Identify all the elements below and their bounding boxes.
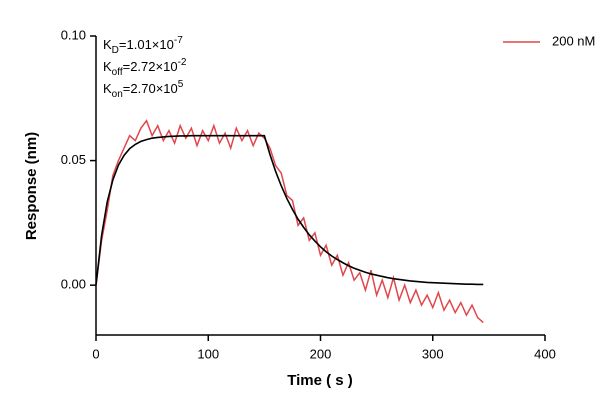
annotation: Koff=2.72×10-2 — [103, 57, 187, 78]
annotation-subscript: D — [112, 45, 119, 56]
x-tick-label: 400 — [534, 346, 556, 361]
series-line — [95, 119, 484, 324]
annotation-symbol: K — [103, 59, 112, 74]
y-axis-label: Response (nm) — [23, 132, 40, 240]
y-tick-label: 0.10 — [61, 27, 86, 42]
series-line — [95, 134, 484, 286]
y-tick-label: 0.05 — [61, 152, 86, 167]
annotation-value: =2.72×10 — [123, 59, 178, 74]
x-axis-label: Time ( s ) — [287, 372, 353, 389]
y-tick-label: 0.00 — [61, 277, 86, 292]
annotation-symbol: K — [103, 81, 112, 96]
x-tick-label: 200 — [310, 346, 332, 361]
legend-label: 200 nM — [552, 33, 595, 48]
annotation-subscript: off — [112, 67, 123, 78]
annotation-superscript: -7 — [174, 35, 183, 46]
annotation-subscript: on — [112, 89, 123, 100]
annotation: KD=1.01×10-7 — [103, 35, 183, 56]
annotation-symbol: K — [103, 37, 112, 52]
x-tick-label: 100 — [197, 346, 219, 361]
annotation-superscript: 5 — [178, 79, 184, 90]
x-tick-label: 0 — [92, 346, 99, 361]
annotation-superscript: -2 — [178, 57, 187, 68]
annotation-value: =2.70×10 — [123, 81, 178, 96]
x-tick-label: 300 — [422, 346, 444, 361]
annotation-value: =1.01×10 — [119, 37, 174, 52]
annotation: Kon=2.70×105 — [103, 79, 184, 100]
